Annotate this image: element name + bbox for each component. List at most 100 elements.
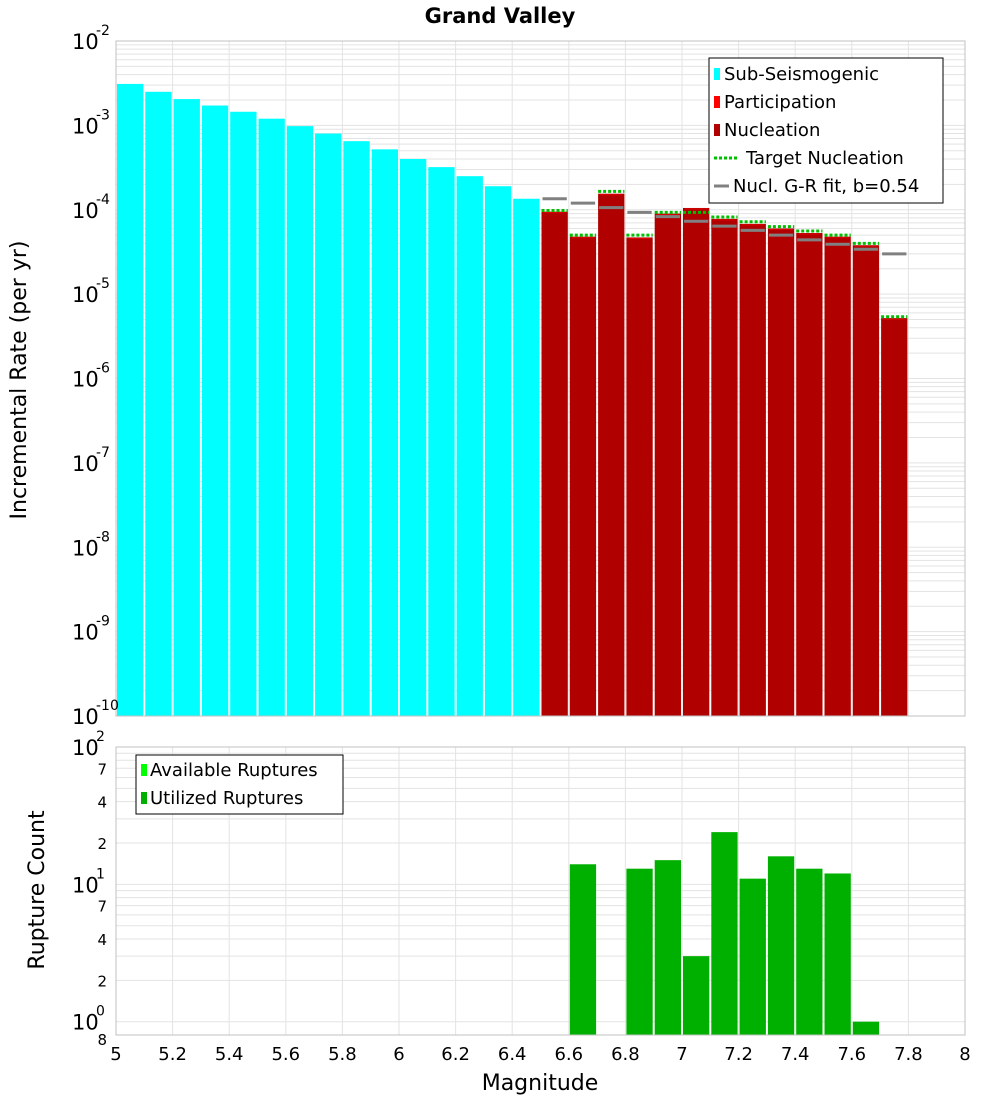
legend-label: Nucl. G-R fit, b=0.54 — [733, 176, 919, 197]
x-tick-label: 5.2 — [158, 1044, 187, 1065]
chart-title: Grand Valley — [425, 4, 576, 28]
top-y-tick-label: 10-8 — [72, 529, 110, 560]
x-tick-label: 7.2 — [724, 1044, 753, 1065]
top-y-tick-label: 10-6 — [72, 361, 110, 392]
x-tick-label: 6.8 — [611, 1044, 640, 1065]
nucleation-bar — [541, 211, 568, 716]
top-y-tick-base: 10 — [72, 199, 99, 223]
x-tick-label: 5.8 — [328, 1044, 357, 1065]
bottom-plot-frame — [115, 746, 966, 1036]
bottom-y-minor-tick-label: 4 — [97, 931, 107, 949]
sub-seismogenic-bar — [201, 105, 229, 716]
x-tick-label: 8 — [959, 1044, 970, 1065]
top-y-tick-base: 10 — [72, 368, 99, 392]
top-y-tick-exponent: -4 — [96, 192, 110, 208]
top-y-tick-base: 10 — [72, 30, 99, 54]
nucleation-bar — [711, 218, 738, 716]
x-tick-label: 6.4 — [498, 1044, 527, 1065]
top-legend-item: Participation — [714, 92, 836, 113]
legend-label: Nucleation — [724, 120, 820, 141]
top-plot-frame — [115, 40, 966, 717]
utilized-ruptures-bar — [852, 1021, 880, 1035]
top-y-tick-base: 10 — [72, 621, 99, 645]
utilized-ruptures-bar — [711, 832, 738, 1035]
x-tick-label: 5.6 — [271, 1044, 300, 1065]
nucleation-bar — [767, 228, 795, 716]
legend-swatch — [714, 68, 720, 80]
x-tick-label: 7.4 — [781, 1044, 810, 1065]
x-axis-title: Magnitude — [482, 1071, 599, 1096]
nucleation-bar — [796, 233, 823, 716]
top-y-tick-label: 10-7 — [72, 445, 110, 476]
utilized-ruptures-bar — [739, 878, 766, 1035]
sub-seismogenic-bar — [230, 111, 257, 716]
bottom-y-tick-base: 10 — [72, 736, 99, 760]
top-y-tick-exponent: -8 — [96, 529, 110, 545]
bottom-y-tick-exponent: 0 — [96, 1004, 105, 1020]
bottom-y-tick-base: 10 — [72, 1011, 99, 1035]
bottom-y-tick-exponent: 1 — [96, 866, 105, 882]
utilized-ruptures-bar — [796, 868, 823, 1035]
sub-seismogenic-bar — [145, 91, 172, 716]
top-y-tick-base: 10 — [72, 283, 99, 307]
top-y-tick-base: 10 — [72, 114, 99, 138]
sub-seismogenic-bar — [428, 167, 455, 716]
x-tick-label: 7 — [676, 1044, 687, 1065]
x-tick-label: 6.2 — [441, 1044, 470, 1065]
bottom-legend: Available Ruptures Utilized Ruptures — [135, 754, 344, 815]
bottom-y-minor-tick-label: 2 — [97, 972, 107, 990]
bottom-legend-item: Available Ruptures — [141, 760, 318, 781]
sub-seismogenic-bar — [400, 158, 427, 717]
nucleation-bar — [824, 236, 851, 716]
top-y-tick-label: 10-5 — [72, 276, 110, 307]
top-legend-item: Nucl. G-R fit, b=0.54 — [714, 176, 919, 197]
bottom-y-tick-base: 10 — [72, 873, 99, 897]
bottom-legend-box — [135, 754, 344, 815]
top-y-tick-base: 10 — [72, 536, 99, 560]
legend-swatch — [141, 764, 147, 776]
sub-seismogenic-bar — [315, 133, 342, 717]
legend-label: Utilized Ruptures — [150, 788, 303, 809]
top-y-tick-base: 10 — [72, 452, 99, 476]
top-legend: Sub-Seismogenic Participation Nucleation Ta… — [708, 57, 944, 204]
legend-swatch — [714, 96, 720, 108]
bottom-y-tick-exponent: 2 — [96, 729, 105, 745]
nucleation-bar — [739, 223, 766, 716]
sub-seismogenic-bar — [258, 118, 285, 716]
top-y-tick-label: 10-3 — [72, 107, 110, 138]
top-plot: 10-1010-910-810-710-610-510-410-310-2Sub… — [72, 23, 966, 729]
x-tick-label: 5.4 — [215, 1044, 244, 1065]
top-y-tick-exponent: -7 — [96, 445, 110, 461]
top-legend-item: Sub-Seismogenic — [714, 64, 879, 85]
x-tick-label: 5 — [110, 1044, 121, 1065]
top-y-tick-exponent: -3 — [96, 107, 110, 123]
top-legend-item: Nucleation — [714, 120, 820, 141]
nucleation-bar — [881, 318, 908, 716]
legend-label: Target Nucleation — [745, 148, 904, 169]
top-y-tick-base: 10 — [72, 705, 99, 729]
utilized-ruptures-bar — [626, 868, 653, 1035]
bottom-y-minor-tick-label: 2 — [97, 835, 107, 853]
nucleation-bar — [598, 193, 625, 716]
top-y-tick-label: 10-10 — [72, 698, 119, 729]
x-tick-label: 6.6 — [554, 1044, 583, 1065]
top-y-tick-label: 10-2 — [72, 23, 110, 54]
sub-seismogenic-bar — [173, 99, 200, 716]
sub-seismogenic-bar — [343, 141, 370, 717]
bottom-y-axis-title: Rupture Count — [25, 810, 50, 970]
bottom-y-tick-label: 101 — [72, 866, 105, 897]
legend-label: Available Ruptures — [150, 760, 318, 781]
top-y-tick-exponent: -2 — [96, 23, 110, 39]
top-y-tick-label: 10-4 — [72, 192, 110, 223]
sub-seismogenic-bar — [456, 176, 483, 716]
bottom-legend-item: Utilized Ruptures — [141, 788, 303, 809]
utilized-ruptures-bar — [683, 956, 710, 1035]
top-y-axis-title: Incremental Rate (per yr) — [7, 241, 32, 520]
sub-seismogenic-bar — [117, 83, 144, 716]
nucleation-bar — [569, 236, 597, 716]
legend-swatch — [141, 792, 147, 804]
top-y-tick-label: 10-9 — [72, 614, 110, 645]
sub-seismogenic-bar — [371, 149, 398, 716]
